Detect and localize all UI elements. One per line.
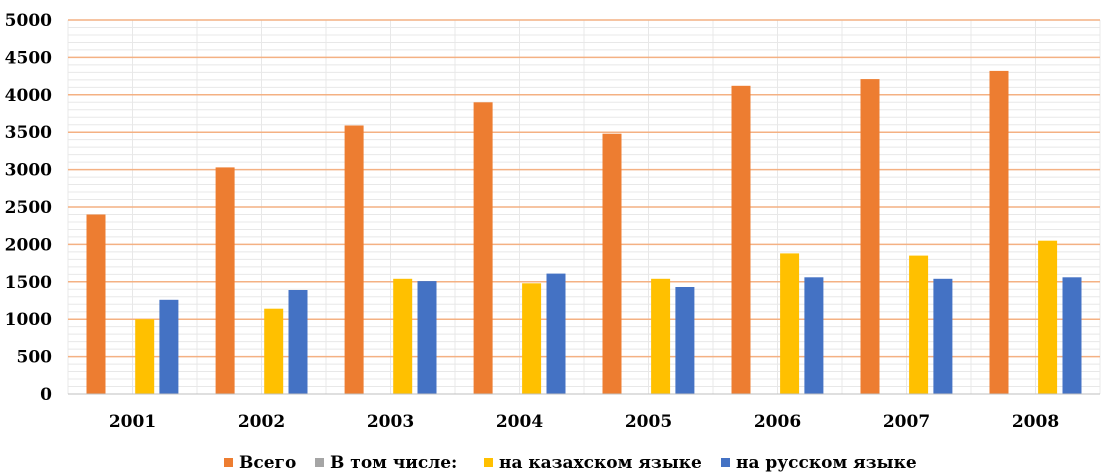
bar — [780, 253, 800, 394]
legend-label: Всего — [239, 453, 296, 473]
bar — [675, 287, 695, 394]
major-gridlines — [68, 19, 1100, 358]
legend-swatch — [315, 458, 324, 467]
bar — [417, 281, 437, 394]
bar — [651, 278, 671, 394]
legend-swatch — [721, 458, 730, 467]
bar — [159, 299, 179, 394]
legend-label: на русском языке — [736, 453, 917, 473]
x-tick-label: 2008 — [1012, 412, 1059, 432]
legend: Всего В том числе: на казахском языке на ру… — [224, 453, 917, 473]
x-tick-label: 2002 — [238, 412, 285, 432]
x-axis-ticks: 2001 2002 2003 2004 2005 2006 2007 2008 — [109, 412, 1059, 432]
x-tick-label: 2001 — [109, 412, 156, 432]
bar — [933, 278, 953, 394]
bar — [989, 70, 1009, 395]
bar — [215, 167, 235, 394]
bar — [344, 125, 364, 394]
y-tick-label: 500 — [17, 348, 53, 368]
y-tick-label: 3500 — [5, 123, 52, 143]
bar — [264, 308, 284, 394]
x-tick-label: 2005 — [625, 412, 672, 432]
y-tick-label: 1500 — [5, 273, 52, 293]
legend-label: на казахском языке — [499, 453, 702, 473]
y-tick-label: 4000 — [5, 86, 52, 106]
bar — [1062, 277, 1082, 394]
bar — [1038, 240, 1058, 394]
bar — [393, 278, 413, 394]
x-tick-label: 2006 — [754, 412, 801, 432]
bar — [473, 102, 493, 395]
y-tick-label: 5000 — [5, 11, 52, 31]
x-tick-label: 2004 — [496, 412, 543, 432]
legend-swatch — [484, 458, 493, 467]
x-tick-label: 2007 — [883, 412, 930, 432]
legend-label: В том числе: — [330, 453, 457, 473]
y-tick-label: 4500 — [5, 48, 52, 68]
y-tick-label: 2500 — [5, 198, 52, 218]
y-tick-label: 1000 — [5, 310, 52, 330]
bar — [135, 319, 155, 394]
y-tick-label: 0 — [40, 385, 52, 405]
x-tick-label: 2003 — [367, 412, 414, 432]
bar — [731, 85, 751, 395]
y-tick-label: 3000 — [5, 161, 52, 181]
bar — [602, 133, 622, 394]
bar — [288, 290, 308, 394]
y-axis-ticks: 0 500 1000 1500 2000 2500 3000 3500 4000 4500 5000 — [5, 11, 52, 405]
bar — [804, 277, 824, 394]
bars — [86, 70, 1082, 395]
bar — [86, 214, 106, 394]
bar — [909, 255, 929, 394]
bar — [860, 79, 880, 394]
bar — [522, 283, 542, 394]
legend-swatch — [224, 458, 233, 467]
bar — [546, 273, 566, 394]
y-tick-label: 2000 — [5, 235, 52, 255]
